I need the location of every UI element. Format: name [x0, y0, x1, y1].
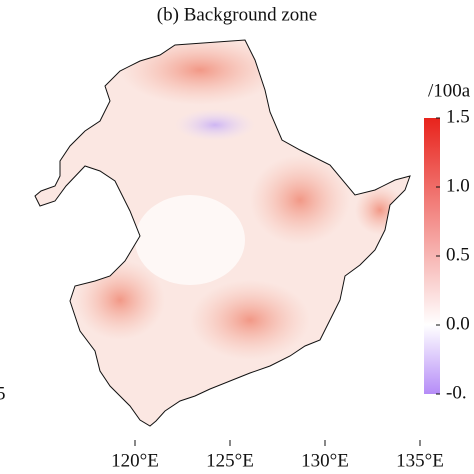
colorbar-tick-label: 0.5 — [446, 244, 470, 265]
x-tick-label: 135°E — [396, 450, 444, 471]
left-label: 5 — [0, 383, 6, 404]
x-tick-label: 125°E — [206, 450, 254, 471]
colorbar-unit: /100a — [428, 80, 471, 101]
colorbar-tick-label: 1.0 — [446, 175, 470, 196]
colorbar-tick-label: -0. — [446, 382, 467, 403]
x-tick-label: 130°E — [301, 450, 349, 471]
x-tick-label: 120°E — [111, 450, 159, 471]
colorbar-tick-label: 1.5 — [446, 106, 470, 127]
colorbar-tick-label: 0.0 — [446, 313, 470, 334]
title: (b) Background zone — [157, 4, 317, 25]
